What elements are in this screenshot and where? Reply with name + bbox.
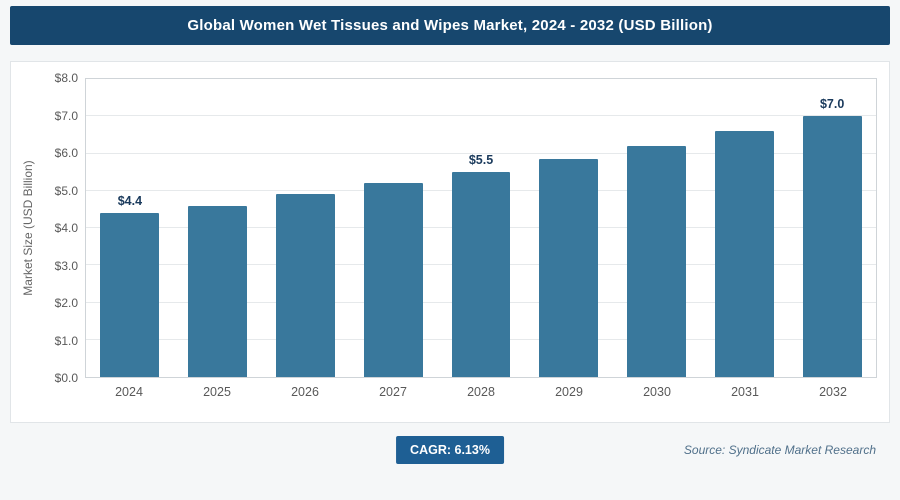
y-tick-label: $0.0 xyxy=(54,371,78,385)
bar-column-2032: $7.0 xyxy=(788,79,876,377)
y-tick-label: $2.0 xyxy=(54,296,78,310)
bar-value-label: $7.0 xyxy=(819,97,845,112)
y-axis-title-text: Market Size (USD Billion) xyxy=(21,160,35,296)
x-tick-label-2032: 2032 xyxy=(819,385,847,399)
y-axis-ticks: $0.0 $1.0 $2.0 $3.0 $4.0 $5.0 $6.0 $7.0 $8.0 xyxy=(39,72,85,384)
bar-column-2025 xyxy=(174,79,262,377)
bar-value-label: $5.5 xyxy=(468,153,494,168)
y-tick-label: $6.0 xyxy=(54,146,78,160)
plot-area: $4.4 $5.5 $7.0 xyxy=(85,78,877,378)
chart-container: Market Size (USD Billion) $0.0 $1.0 $2.0 $3… xyxy=(10,61,890,423)
x-tick-label-2028: 2028 xyxy=(467,385,495,399)
x-tick-label-2030: 2030 xyxy=(643,385,671,399)
chart-title: Global Women Wet Tissues and Wipes Marke… xyxy=(187,17,713,34)
y-tick-label: $5.0 xyxy=(54,183,78,198)
gridline xyxy=(86,115,876,117)
bar-column-2031 xyxy=(700,79,788,377)
chart-inner: Market Size (USD Billion) $0.0 $1.0 $2.0 $3… xyxy=(17,72,877,400)
bar-2032: $7.0 xyxy=(802,97,862,377)
bar-2027 xyxy=(363,183,423,377)
bar-column-2029 xyxy=(525,79,613,377)
chart-footer: CAGR: 6.13% Source: Syndicate Market Res… xyxy=(10,423,890,493)
bar-column-2027 xyxy=(349,79,437,377)
bar-2030 xyxy=(627,146,686,377)
source-text: Source: Syndicate Market Research xyxy=(683,443,876,457)
bar-2026 xyxy=(276,194,335,377)
bar-2028: $5.5 xyxy=(451,153,511,377)
bar-column-2024: $4.4 xyxy=(86,79,174,377)
y-tick-label: $8.0 xyxy=(54,71,78,85)
bar-column-2028: $5.5 xyxy=(437,79,525,377)
bar-2029 xyxy=(539,159,599,377)
x-tick-label-2025: 2025 xyxy=(203,385,231,399)
x-tick-label-2026: 2026 xyxy=(291,385,319,399)
y-tick-label: $4.0 xyxy=(54,221,78,235)
bar-2024: $4.4 xyxy=(100,194,160,377)
gridline xyxy=(86,152,876,154)
y-tick-label: $1.0 xyxy=(54,333,78,348)
bar-value-label: $4.4 xyxy=(117,194,143,209)
x-tick-label-2031: 2031 xyxy=(731,385,759,399)
x-tick-label-2027: 2027 xyxy=(379,385,407,399)
plot-column: $4.4 $5.5 $7.0 2024 2025 2026 2027 2028 2029 203… xyxy=(85,78,877,400)
y-tick-label: $3.0 xyxy=(54,258,78,273)
y-tick-label: $7.0 xyxy=(54,108,78,123)
x-tick-label-2024: 2024 xyxy=(115,385,143,399)
cagr-badge: CAGR: 6.13% xyxy=(396,436,504,464)
chart-title-banner: Global Women Wet Tissues and Wipes Marke… xyxy=(10,6,890,45)
bar-2031 xyxy=(714,131,774,377)
y-axis-title: Market Size (USD Billion) xyxy=(17,78,39,400)
bars-container: $4.4 $5.5 $7.0 xyxy=(86,79,876,377)
bar-column-2030 xyxy=(613,79,701,377)
x-axis-ticks: 2024 2025 2026 2027 2028 2029 2030 2031 2032 xyxy=(85,385,877,399)
x-tick-label-2029: 2029 xyxy=(555,385,583,399)
bar-2025 xyxy=(188,205,248,377)
bar-column-2026 xyxy=(262,79,350,377)
